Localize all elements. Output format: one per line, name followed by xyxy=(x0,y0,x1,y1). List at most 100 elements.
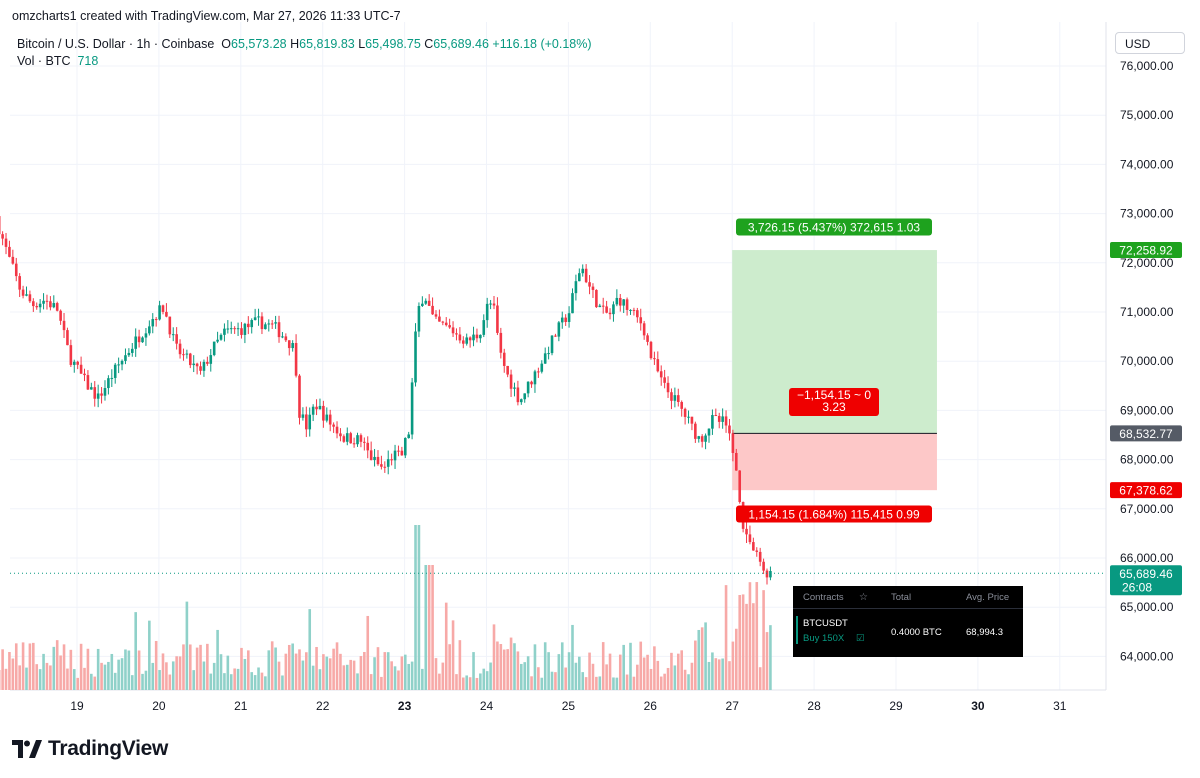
volume-bar xyxy=(741,594,745,690)
stop-price-badge-bg xyxy=(1110,482,1182,499)
volume-bar xyxy=(717,659,721,690)
candle-body xyxy=(55,303,59,311)
volume-bar xyxy=(639,641,643,690)
position-symbol[interactable]: BTCUSDT xyxy=(803,618,848,629)
volume-bar xyxy=(219,654,223,690)
candle-body xyxy=(540,363,544,372)
volume-bar xyxy=(202,661,206,690)
volume-bar xyxy=(642,657,646,690)
candle-body xyxy=(564,317,567,322)
volume-bar xyxy=(618,654,622,690)
volume-bar xyxy=(339,653,342,690)
candle-body xyxy=(458,334,462,341)
volume-bar xyxy=(646,654,649,690)
volume-bar xyxy=(407,663,410,690)
x-tick-label: 24 xyxy=(480,699,494,713)
candle-body xyxy=(601,305,605,307)
candle-body xyxy=(127,352,131,356)
candle-body xyxy=(216,339,219,342)
volume-bar xyxy=(124,649,127,690)
candle-body xyxy=(240,328,243,335)
volume-bar xyxy=(100,662,103,690)
candle-body xyxy=(171,334,175,336)
candle-body xyxy=(482,320,486,335)
volume-bar xyxy=(318,669,322,690)
volume-bar xyxy=(8,652,11,690)
candle-body xyxy=(363,441,366,443)
volume-bar xyxy=(93,676,97,690)
candle-body xyxy=(52,303,56,308)
candle-body xyxy=(653,358,656,360)
volume-bar xyxy=(1,649,4,690)
volume-bar xyxy=(390,661,393,690)
volume-bar xyxy=(537,667,540,690)
volume-bar xyxy=(601,642,605,690)
candle-body xyxy=(492,303,496,306)
volume-bar xyxy=(475,677,479,690)
volume-bar xyxy=(168,674,172,690)
volume-bar xyxy=(369,674,373,690)
candle-body xyxy=(270,323,274,325)
candle-body xyxy=(509,374,513,389)
candle-body xyxy=(325,414,329,421)
pin-icon[interactable]: ☆ xyxy=(859,592,868,603)
x-tick-label: 20 xyxy=(152,699,166,713)
candle-body xyxy=(100,393,103,396)
volume-bar xyxy=(383,652,387,690)
candle-body xyxy=(755,550,759,552)
volume-bar xyxy=(182,644,185,690)
volume-bar xyxy=(479,673,482,690)
candle-body xyxy=(328,414,332,425)
candle-body xyxy=(461,340,465,344)
volume-bar xyxy=(178,656,182,690)
volume-bar xyxy=(175,656,178,690)
x-tick-label: 29 xyxy=(889,699,903,713)
candle-body xyxy=(441,321,445,323)
candle-body xyxy=(219,334,223,340)
candle-body xyxy=(79,364,83,374)
volume-bar xyxy=(55,640,59,690)
volume-bar xyxy=(758,667,762,690)
volume-bar xyxy=(700,627,704,690)
candle-body xyxy=(14,263,18,277)
volume-bar xyxy=(595,676,598,690)
volume-bar xyxy=(485,671,489,690)
edit-icon[interactable]: ☑ xyxy=(856,633,865,644)
volume-bar xyxy=(79,643,83,690)
tradingview-logo[interactable]: TradingView xyxy=(12,737,168,761)
volume-bar xyxy=(294,653,298,690)
x-tick-label: 19 xyxy=(70,699,84,713)
y-tick-label: 75,000.00 xyxy=(1120,108,1174,122)
volume-bar xyxy=(492,624,496,690)
candle-body xyxy=(151,319,155,327)
volume-bar xyxy=(216,629,219,690)
position-stop-label: 1,154.15 (1.684%) 115,415 0.99 xyxy=(748,508,920,522)
candle-body xyxy=(444,322,448,326)
volume-bar xyxy=(308,609,312,690)
position-pnl-label: 3.23 xyxy=(822,400,846,414)
candle-body xyxy=(520,399,523,403)
candle-body xyxy=(124,355,127,361)
candle-body xyxy=(728,425,731,434)
candle-body xyxy=(752,542,755,551)
candle-body xyxy=(107,378,110,389)
candle-body xyxy=(141,337,144,343)
candle-body xyxy=(223,328,226,335)
candle-body xyxy=(359,435,363,442)
y-tick-label: 74,000.00 xyxy=(1120,157,1174,171)
candle-body xyxy=(182,354,185,356)
volume-bar xyxy=(274,647,277,690)
candle-body xyxy=(547,353,550,355)
candle-body xyxy=(229,328,233,330)
volume-bar xyxy=(424,565,428,690)
candle-body xyxy=(267,323,271,325)
volume-bar xyxy=(21,642,25,690)
candle-body xyxy=(369,450,373,461)
candle-body xyxy=(332,424,335,427)
candle-body xyxy=(86,375,90,390)
volume-bar xyxy=(438,673,441,690)
currency-selector[interactable]: USD xyxy=(1115,32,1185,54)
volume-bar xyxy=(28,643,32,690)
volume-bar xyxy=(649,668,653,690)
